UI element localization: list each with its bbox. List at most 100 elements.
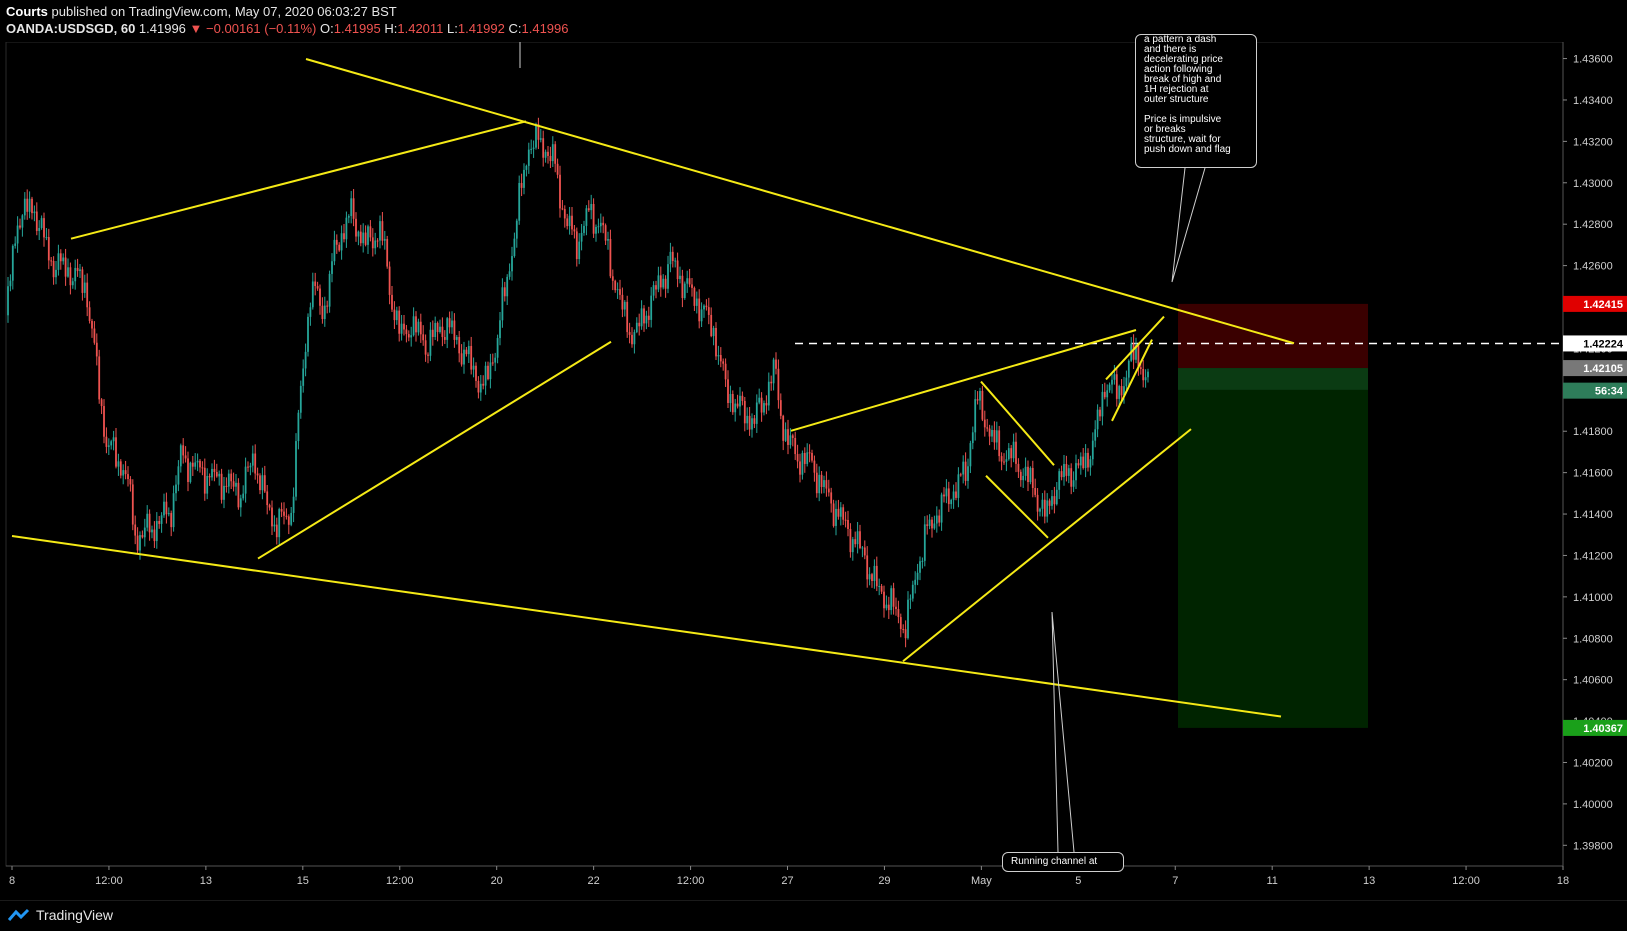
candle-body bbox=[431, 329, 434, 337]
candle-body bbox=[273, 524, 276, 527]
candle-body bbox=[251, 453, 254, 466]
candle-body bbox=[220, 473, 223, 500]
candle-body bbox=[484, 365, 487, 386]
price-tick-label: 1.40200 bbox=[1573, 757, 1613, 769]
candle-body bbox=[379, 221, 381, 241]
candle-body bbox=[388, 266, 391, 295]
candle-body bbox=[398, 310, 401, 334]
candle-body bbox=[479, 383, 482, 393]
candle-body bbox=[499, 320, 501, 339]
candle-body bbox=[1125, 377, 1128, 387]
candle-body bbox=[23, 198, 26, 216]
candle-body bbox=[818, 474, 821, 494]
candle-body bbox=[715, 327, 717, 357]
candle-body bbox=[767, 381, 770, 406]
candle-body bbox=[1072, 480, 1075, 487]
candle-body bbox=[215, 471, 218, 477]
candle-body bbox=[590, 203, 593, 211]
candle-body bbox=[299, 385, 302, 413]
symbol-name[interactable]: OANDA:USDSGD, 60 bbox=[6, 21, 136, 36]
analysis-note-top[interactable]: a pattern a dash and there is decelerati… bbox=[1135, 34, 1257, 168]
candle-body bbox=[81, 269, 84, 293]
candle-body bbox=[671, 251, 674, 262]
time-tick-label: 13 bbox=[200, 875, 212, 887]
candle-body bbox=[923, 524, 926, 561]
candle-body bbox=[283, 511, 285, 516]
open-label: O: bbox=[320, 21, 334, 36]
time-tick-label: 18 bbox=[1557, 875, 1569, 887]
trendline-4 bbox=[257, 340, 612, 560]
candle-body bbox=[177, 466, 180, 485]
candle-body bbox=[110, 441, 113, 446]
time-axis[interactable]: 8 12:00 13 15 12:00 20 22 12:00 27 29 May 5 7 11 13 12:… bbox=[6, 865, 1569, 887]
candle-body bbox=[249, 465, 252, 468]
candle-body bbox=[940, 494, 943, 523]
candle-body bbox=[1147, 371, 1149, 378]
time-tick-label: 12:00 bbox=[677, 875, 705, 887]
candle-body bbox=[225, 485, 228, 487]
candle-body bbox=[331, 261, 333, 274]
candle-body bbox=[979, 390, 981, 401]
tradingview-brand[interactable]: TradingView bbox=[8, 907, 113, 923]
candle-body bbox=[640, 308, 643, 327]
candle-body bbox=[926, 524, 929, 526]
candle-body bbox=[172, 493, 175, 528]
candle-body bbox=[40, 218, 43, 228]
price-tick-label: 1.42600 bbox=[1573, 261, 1613, 273]
candle-body bbox=[247, 466, 249, 468]
candle-body bbox=[1120, 386, 1123, 396]
candle-body bbox=[321, 305, 324, 320]
candle-body bbox=[1079, 456, 1082, 466]
price-label-bg bbox=[1563, 360, 1627, 377]
candle-body bbox=[376, 240, 379, 242]
candle-body bbox=[871, 574, 873, 582]
candle-body bbox=[304, 351, 307, 369]
candle-body bbox=[825, 480, 828, 489]
candle-body bbox=[892, 588, 895, 607]
candle-body bbox=[1096, 409, 1099, 430]
analysis-note-bottom[interactable]: Running channel at bbox=[1002, 852, 1124, 872]
candle-body bbox=[453, 320, 456, 340]
price-tick-label: 1.42800 bbox=[1573, 219, 1613, 231]
candle-body bbox=[55, 269, 57, 278]
low-label: L: bbox=[447, 21, 458, 36]
candle-body bbox=[458, 337, 461, 354]
candle-body bbox=[79, 269, 81, 272]
candle-body bbox=[175, 484, 177, 494]
candle-body bbox=[587, 208, 590, 211]
candle-body bbox=[338, 244, 341, 251]
trendlines[interactable] bbox=[11, 58, 1295, 718]
price-axis[interactable]: 1.43600 1.43400 1.43200 1.43000 1.42800 1.426… bbox=[1562, 42, 1613, 866]
candle-body bbox=[139, 535, 141, 551]
candle-body bbox=[772, 359, 775, 384]
candle-body bbox=[995, 430, 998, 443]
candle-body bbox=[621, 294, 624, 310]
candle-body bbox=[955, 491, 957, 498]
candle-body bbox=[722, 361, 725, 364]
candlestick-series bbox=[7, 117, 1149, 648]
candle-body bbox=[196, 460, 199, 463]
candle-body bbox=[364, 232, 367, 245]
candle-body bbox=[895, 606, 897, 610]
down-arrow-icon: ▼ bbox=[189, 21, 203, 36]
candle-body bbox=[427, 354, 429, 356]
candle-body bbox=[218, 473, 221, 477]
candle-body bbox=[153, 529, 156, 542]
candle-body bbox=[31, 198, 33, 214]
author-name[interactable]: Courts bbox=[6, 4, 48, 19]
candle-body bbox=[967, 466, 969, 481]
trendline-3 bbox=[70, 120, 527, 240]
trendline-7 bbox=[980, 380, 1055, 466]
candle-body bbox=[232, 481, 235, 487]
candle-body bbox=[86, 282, 89, 308]
candle-body bbox=[201, 467, 204, 469]
candle-body bbox=[1005, 459, 1008, 462]
candle-body bbox=[91, 320, 93, 329]
candle-body bbox=[575, 231, 578, 260]
candle-body bbox=[62, 257, 65, 262]
candle-body bbox=[1115, 374, 1118, 399]
candle-body bbox=[969, 443, 972, 467]
candle-body bbox=[1043, 499, 1046, 517]
candle-body bbox=[83, 282, 86, 293]
